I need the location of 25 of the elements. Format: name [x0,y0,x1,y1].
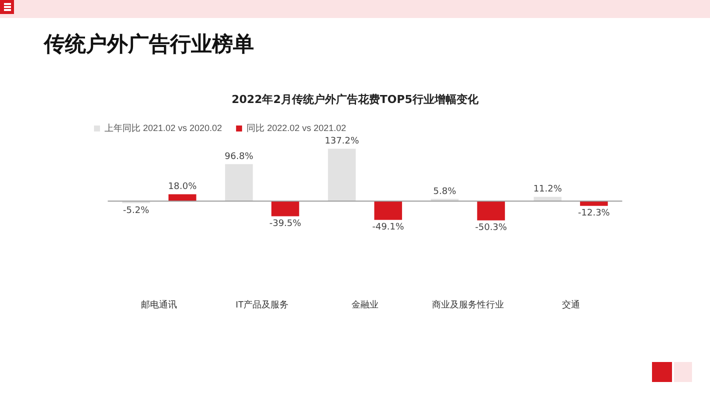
data-label: 18.0% [168,182,198,192]
legend-label: 上年同比 2021.02 vs 2020.02 [104,122,222,133]
data-label: -39.5% [269,219,302,230]
data-label: 5.8% [433,186,457,197]
data-label: 137.2% [324,136,360,147]
bar [271,201,300,216]
data-label: -50.3% [475,223,508,234]
x-tick-label: 邮电通讯 [141,299,178,310]
legend-label: 同比 2022.02 vs 2021.02 [246,122,346,133]
bar [580,201,608,206]
x-tick-label: IT产品及服务 [236,299,289,310]
x-tick-label: 交通 [562,299,580,310]
chart-subtitle: 2022年2月传统户外广告花费TOP5行业增幅变化 [230,92,480,107]
data-label: -5.2% [123,206,150,216]
bar [328,148,356,202]
data-label: 96.8% [224,152,254,162]
bar [374,201,402,220]
x-tick-label: 商业及服务性行业 [432,299,504,310]
x-tick-label: 金融业 [352,299,378,310]
data-label: 11.2% [533,184,562,195]
data-label: -49.1% [372,222,405,233]
bar [477,201,505,220]
data-label: -12.3% [578,208,610,219]
chart-title: 传统户外广告行业榜单 [44,31,254,58]
bar [225,164,253,202]
